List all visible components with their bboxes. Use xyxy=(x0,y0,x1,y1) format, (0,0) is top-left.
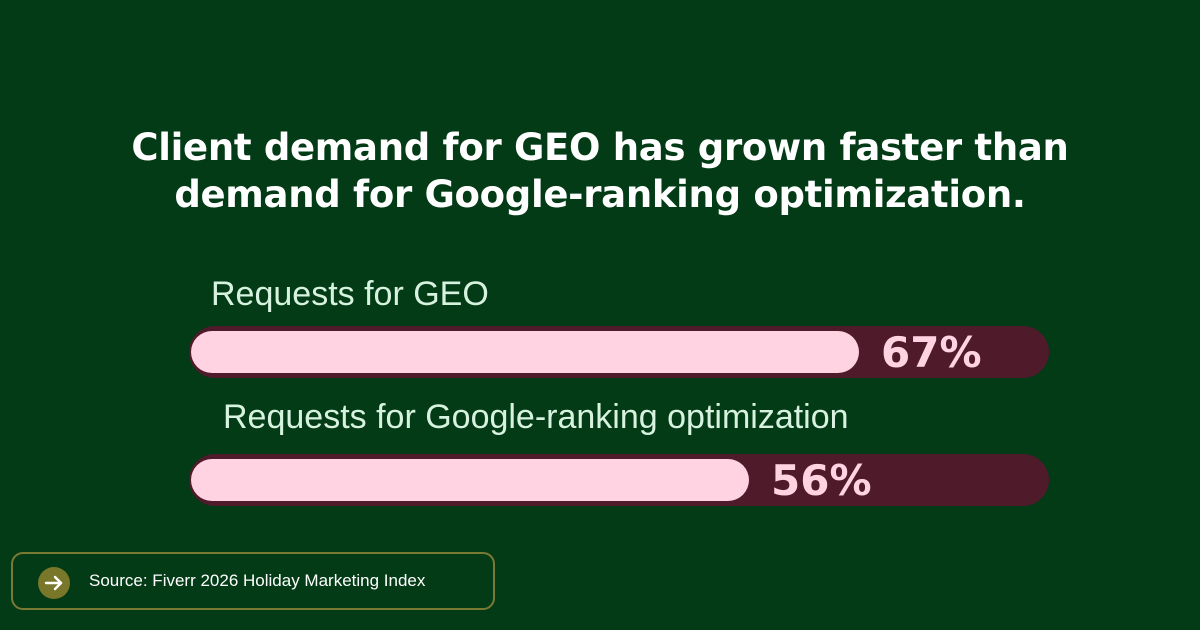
bar-label-geo: Requests for GEO xyxy=(211,275,489,313)
source-callout: Source: Fiverr 2026 Holiday Marketing In… xyxy=(11,552,495,610)
arrow-right-icon xyxy=(38,567,70,599)
title-line-2: demand for Google-ranking optimization. xyxy=(174,173,1026,216)
bar-fill-google xyxy=(191,459,749,501)
bar-value-geo: 67% xyxy=(881,328,982,377)
bar-label-google: Requests for Google-ranking optimization xyxy=(223,398,849,436)
bar-track-geo: 67% xyxy=(189,326,1049,378)
bar-track-google: 56% xyxy=(189,454,1049,506)
bar-fill-geo xyxy=(191,331,859,373)
bar-value-google: 56% xyxy=(771,456,872,505)
page-title: Client demand for GEO has grown faster t… xyxy=(0,124,1200,218)
source-text: Source: Fiverr 2026 Holiday Marketing In… xyxy=(89,571,426,590)
title-line-1: Client demand for GEO has grown faster t… xyxy=(131,126,1069,169)
